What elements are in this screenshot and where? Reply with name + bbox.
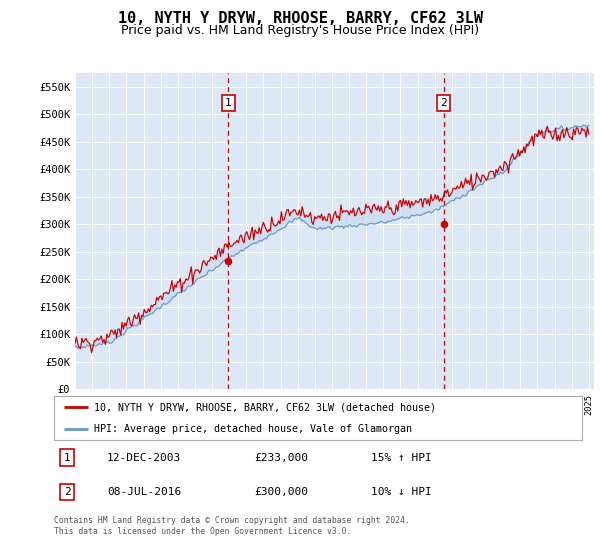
Text: 12-DEC-2003: 12-DEC-2003 <box>107 452 181 463</box>
Text: 10% ↓ HPI: 10% ↓ HPI <box>371 487 431 497</box>
Text: 08-JUL-2016: 08-JUL-2016 <box>107 487 181 497</box>
Text: 2: 2 <box>64 487 71 497</box>
Text: £300,000: £300,000 <box>254 487 308 497</box>
Text: 1: 1 <box>225 98 232 108</box>
Text: 1: 1 <box>64 452 71 463</box>
Text: 10, NYTH Y DRYW, RHOOSE, BARRY, CF62 3LW: 10, NYTH Y DRYW, RHOOSE, BARRY, CF62 3LW <box>118 11 482 26</box>
Text: Contains HM Land Registry data © Crown copyright and database right 2024.
This d: Contains HM Land Registry data © Crown c… <box>54 516 410 536</box>
Text: 10, NYTH Y DRYW, RHOOSE, BARRY, CF62 3LW (detached house): 10, NYTH Y DRYW, RHOOSE, BARRY, CF62 3LW… <box>94 402 436 412</box>
Text: 15% ↑ HPI: 15% ↑ HPI <box>371 452 431 463</box>
Text: £233,000: £233,000 <box>254 452 308 463</box>
Text: HPI: Average price, detached house, Vale of Glamorgan: HPI: Average price, detached house, Vale… <box>94 424 412 434</box>
Text: Price paid vs. HM Land Registry's House Price Index (HPI): Price paid vs. HM Land Registry's House … <box>121 24 479 37</box>
Text: 2: 2 <box>440 98 447 108</box>
